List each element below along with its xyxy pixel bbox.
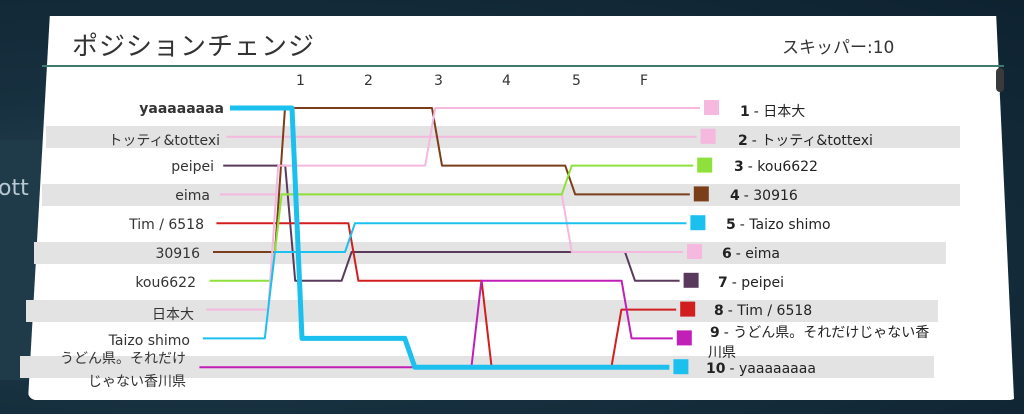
result-color-swatch <box>680 301 696 317</box>
position-change-panel <box>28 16 1015 400</box>
result-color-swatch <box>693 186 709 202</box>
start-player-name: トッティ&tottexi <box>108 133 220 149</box>
result-rank: 10 <box>706 361 726 377</box>
result-rank: 8 <box>714 303 724 319</box>
result-dash: - <box>735 246 746 262</box>
result-name: yaaaaaaaa <box>739 361 816 377</box>
result-rank: 4 <box>730 188 740 204</box>
column-label-3: 3 <box>434 73 443 89</box>
result-dash: - <box>731 275 742 291</box>
result-dash: - <box>723 325 734 341</box>
result-row: 9- うどん県。それだけじゃない香 <box>710 322 929 342</box>
track-line <box>230 105 670 370</box>
result-row: 2- トッティ&tottexi <box>738 130 873 150</box>
result-dash: - <box>739 217 750 233</box>
result-row: 3- kou6622 <box>734 159 818 175</box>
result-dash: - <box>727 303 738 319</box>
result-dash: - <box>743 188 754 204</box>
result-rank: 3 <box>734 159 744 175</box>
result-row: 4- 30916 <box>730 188 798 204</box>
result-rank: 7 <box>718 275 728 291</box>
result-name: トッティ&tottexi <box>761 133 873 149</box>
start-player-name: peipei <box>171 159 214 175</box>
track-line <box>216 222 677 369</box>
result-row: 5- Taizo shimo <box>726 217 831 233</box>
panel-title: ポジションチェンジ <box>72 32 316 62</box>
track-line <box>206 107 700 311</box>
result-rank: 5 <box>726 217 736 233</box>
result-row: 8- Tim / 6518 <box>714 303 812 319</box>
result-name-line2: 川県 <box>708 345 736 361</box>
start-player-name: kou6622 <box>135 275 196 291</box>
result-name: kou6622 <box>757 159 818 175</box>
result-rank: 6 <box>722 246 732 262</box>
result-rank: 2 <box>738 133 748 149</box>
result-color-swatch <box>697 157 713 173</box>
result-color-swatch <box>690 215 706 231</box>
start-player-name-line1: うどん県。それだけ <box>60 351 186 367</box>
result-color-swatch <box>683 272 699 288</box>
track-line <box>209 164 694 282</box>
result-dash: - <box>751 133 762 149</box>
start-player-name: Tim / 6518 <box>129 217 204 233</box>
result-row: 1- 日本大 <box>740 101 805 121</box>
result-dash: - <box>753 104 764 120</box>
row-stripe <box>26 300 938 322</box>
track-line <box>223 164 680 282</box>
start-player-name: 30916 <box>155 246 200 262</box>
result-name-line1: うどん県。それだけじゃない香 <box>733 325 930 341</box>
column-label-2: 2 <box>364 73 373 89</box>
column-label-final: F <box>640 73 649 89</box>
result-row: 6- eima <box>722 246 780 262</box>
start-player-name: 日本大 <box>152 307 194 323</box>
start-player-name: eima <box>175 188 210 204</box>
result-rank: 1 <box>740 104 750 120</box>
result-color-swatch <box>673 359 689 375</box>
result-dash: - <box>729 361 739 377</box>
result-color-swatch <box>676 330 692 346</box>
start-player-name: Taizo shimo <box>108 333 190 349</box>
result-name: Taizo shimo <box>749 217 831 233</box>
title-divider <box>42 65 1004 67</box>
result-color-swatch <box>700 128 716 144</box>
track-line <box>213 107 690 253</box>
column-label-1: 1 <box>296 73 305 89</box>
result-name: peipei <box>741 275 785 291</box>
column-label-5: 5 <box>572 73 581 89</box>
scrollbar-thumb[interactable] <box>996 68 1004 92</box>
result-name: eima <box>745 246 780 262</box>
result-rank: 9 <box>710 325 720 341</box>
result-name: 日本大 <box>763 104 806 120</box>
background-partial-text: ott <box>0 176 29 201</box>
start-player-name-line2: じゃない香川県 <box>88 374 186 390</box>
column-label-4: 4 <box>502 73 511 89</box>
result-name: Tim / 6518 <box>737 303 813 319</box>
result-color-swatch <box>704 100 719 115</box>
result-name: 30916 <box>753 188 798 204</box>
skip-counter: スキッパー:10 <box>782 38 895 58</box>
result-color-swatch <box>687 244 702 259</box>
result-dash: - <box>747 159 758 175</box>
start-player-name: yaaaaaaaa <box>139 101 224 117</box>
result-row: 7- peipei <box>718 275 784 291</box>
result-row: 10- yaaaaaaaa <box>706 361 816 377</box>
